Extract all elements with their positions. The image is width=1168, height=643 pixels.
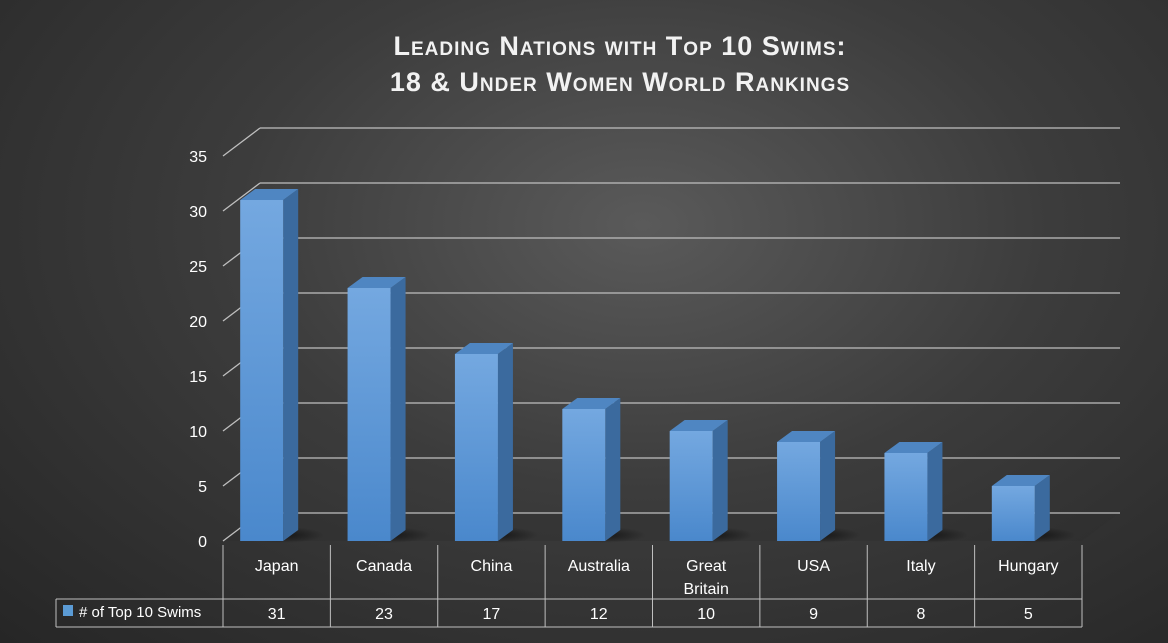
- y-tick-label: 25: [189, 259, 207, 276]
- x-tick-label: Britain: [684, 581, 729, 598]
- data-label: 23: [375, 606, 393, 623]
- y-tick-label: 20: [189, 314, 207, 331]
- y-tick-label: 35: [189, 149, 207, 166]
- x-tick-label: Great: [686, 558, 727, 575]
- bar: [991, 486, 1035, 541]
- data-label: 31: [268, 606, 286, 623]
- bar-top: [454, 343, 513, 354]
- bar: [669, 431, 713, 541]
- bar-top: [777, 431, 836, 442]
- x-tick-label: Italy: [906, 558, 935, 575]
- bar: [562, 409, 606, 541]
- bar: [454, 354, 498, 541]
- data-label: 5: [1024, 606, 1033, 623]
- bar-top: [669, 420, 728, 431]
- bar-side: [605, 398, 621, 541]
- data-label: 12: [590, 606, 608, 623]
- bar-top: [347, 277, 406, 288]
- chart-title-line-1: Leading Nations with Top 10 Swims:: [393, 31, 847, 61]
- bar: [240, 200, 284, 541]
- x-tick-label: Canada: [356, 558, 412, 575]
- bar-side: [390, 277, 406, 541]
- bar-side: [497, 343, 513, 541]
- data-label: 17: [483, 606, 501, 623]
- data-label: 9: [809, 606, 818, 623]
- chart-title: Leading Nations with Top 10 Swims: 18 & …: [0, 28, 1168, 100]
- x-tick-label: Hungary: [998, 558, 1058, 575]
- y-tick-label: 15: [189, 369, 207, 386]
- y-tick-label: 0: [198, 534, 207, 551]
- bar-top: [240, 189, 299, 200]
- chart-title-line-2: 18 & Under Women World Rankings: [389, 67, 851, 97]
- bar-top: [991, 475, 1050, 486]
- x-tick-label: Japan: [255, 558, 299, 575]
- gridline-side: [222, 182, 261, 212]
- x-tick-label: China: [471, 558, 513, 575]
- legend-swatch: [63, 605, 73, 616]
- bar-side: [927, 442, 943, 541]
- y-tick-label: 30: [189, 204, 207, 221]
- bar-side: [712, 420, 728, 541]
- y-tick-label: 5: [198, 479, 207, 496]
- gridline-side: [222, 127, 261, 157]
- bar: [347, 288, 391, 541]
- bar: [884, 453, 928, 541]
- y-tick-label: 10: [189, 424, 207, 441]
- legend-label: # of Top 10 Swims: [79, 604, 201, 621]
- bar-side: [1034, 475, 1050, 541]
- x-tick-label: USA: [797, 558, 830, 575]
- x-tick-label: Australia: [568, 558, 630, 575]
- bar: [777, 442, 821, 541]
- bar-top: [562, 398, 621, 409]
- data-label: 8: [916, 606, 925, 623]
- data-label: 10: [697, 606, 715, 623]
- bar-side: [820, 431, 836, 541]
- bar-side: [283, 189, 299, 541]
- bar-top: [884, 442, 943, 453]
